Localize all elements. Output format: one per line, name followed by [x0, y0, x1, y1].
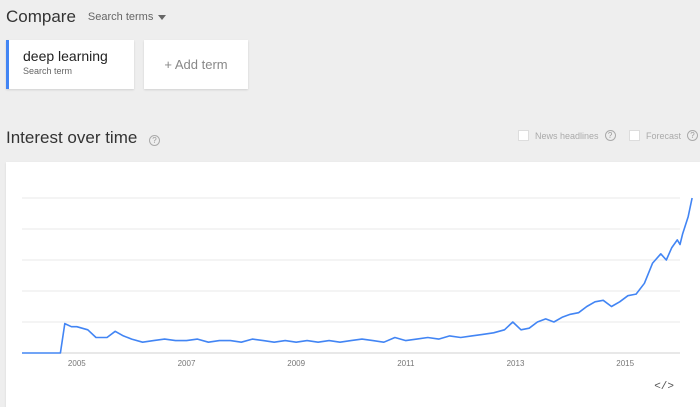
x-tick-label: 2009	[287, 359, 305, 368]
forecast-help-icon[interactable]: ?	[687, 130, 699, 141]
x-tick-label: 2013	[507, 359, 525, 368]
news-headlines-help-icon[interactable]: ?	[604, 130, 616, 141]
interest-over-time-chart: 2005 2007 2009 2011 2013 2015	[22, 197, 693, 368]
add-term-button[interactable]: + Add term	[144, 40, 248, 89]
interest-chart-card: 2005 2007 2009 2011 2013 2015 </>	[6, 162, 700, 407]
term-name: deep learning	[23, 48, 108, 64]
search-terms-dropdown[interactable]: Search terms	[87, 11, 167, 23]
term-card-deep-learning[interactable]: deep learning Search term	[6, 40, 134, 89]
news-headlines-label: News headlines	[535, 130, 599, 141]
code-embed-icon[interactable]: </>	[654, 381, 674, 393]
compare-bar: Compare Search terms	[6, 4, 167, 30]
forecast-label: Forecast	[646, 130, 682, 141]
section-title: Interest over time	[6, 128, 138, 147]
option-news-headlines: News headlines ?	[518, 130, 616, 141]
series-line-deep-learning[interactable]	[22, 197, 693, 354]
x-tick-label: 2005	[68, 359, 86, 368]
x-tick-label: 2015	[616, 359, 634, 368]
help-icon[interactable]: ?	[149, 135, 160, 146]
search-terms-label: Search terms	[87, 11, 154, 23]
dropdown-caret-icon	[158, 14, 167, 20]
forecast-checkbox[interactable]	[629, 130, 640, 141]
compare-title: Compare	[6, 7, 76, 26]
x-tick-label: 2011	[397, 359, 415, 368]
option-forecast: Forecast ?	[629, 130, 699, 141]
x-tick-label: 2007	[178, 359, 196, 368]
term-subtitle: Search term	[23, 66, 73, 76]
news-headlines-checkbox[interactable]	[518, 130, 529, 141]
